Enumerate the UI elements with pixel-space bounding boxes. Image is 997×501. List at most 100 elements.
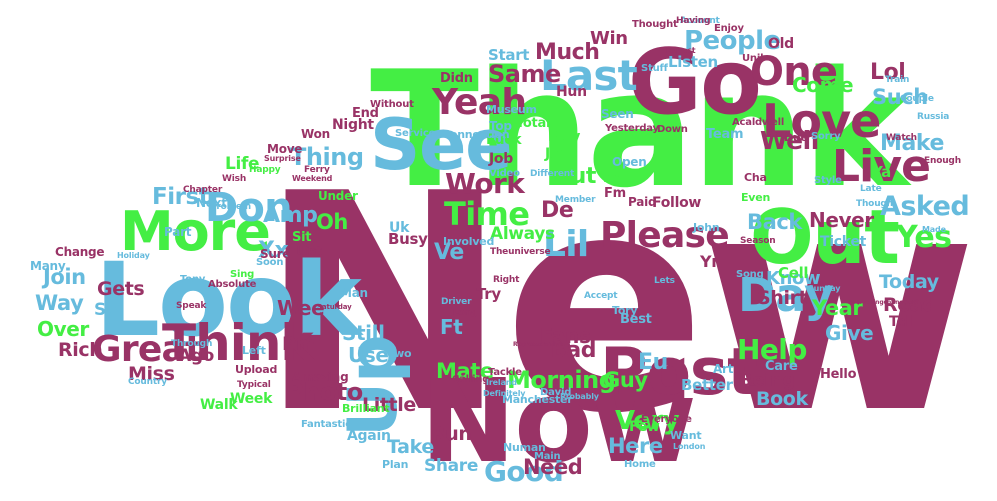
word-bad: Bad [550,338,597,363]
word-manchester: Manchester [502,393,573,406]
word-very: Very [615,406,680,436]
word-asked: Asked [880,191,970,222]
word-run: Run [431,423,472,445]
word-country: Country [128,377,167,387]
word-expect: Expect [666,46,696,55]
word-use: Use [348,343,389,367]
word-work: Work [445,167,525,200]
word-sorry: Sorry [811,131,841,142]
word-open: Open [612,155,647,169]
word-though: Though [856,199,893,209]
word-yes: Yes [896,220,952,255]
word-gets: Gets [97,278,145,300]
word-ferry: Ferry [304,165,330,175]
word-song: Song [736,269,764,280]
word-long: Long [453,308,478,318]
word-thank: Thank [370,36,909,223]
word-holiday: Holiday [117,251,150,260]
word-lets: Lets [654,276,675,286]
word-last: Last [540,51,638,100]
word-hello: Hello [820,367,857,382]
word-post: Post [600,335,758,410]
word-miss: Miss [128,363,175,385]
word-numan: Numan [503,441,546,454]
word-season: Season [740,236,776,246]
word-theuniverse: Theuniverse [490,247,551,257]
word-year: Year [812,296,863,320]
word-david: David [540,387,572,398]
word-now: Now [420,355,697,489]
word-won: Won [301,127,330,141]
word-eu: Eu [638,350,668,375]
word-life: Life [225,154,260,174]
word-involved: Involved [443,235,495,248]
word-brilliant: Brilliant [342,402,390,415]
word-ago: Ago [178,346,214,366]
word-without: Without [370,99,414,110]
word-come: Come [792,73,854,97]
word-through: Through [171,339,213,349]
word-week: Week [230,391,273,407]
word-made: Made [922,225,946,234]
word-try: Try [476,285,501,303]
word-back: Back [747,210,802,234]
word-new: New [258,130,978,479]
word-again: Again [347,428,391,444]
word-couple: Couple [900,94,934,104]
word-make: Make [880,131,944,156]
word-two: Two [388,347,412,360]
word-don: Don [205,185,293,231]
word-weekend: Weekend [292,174,333,183]
word-ireland: Ireland [486,378,517,387]
word-thought: Thought [632,19,678,30]
word-accept: Accept [584,291,618,301]
word-cha: Cha [744,171,767,184]
word-lil: Lil [543,224,589,265]
word-listen: Listen [668,53,718,71]
word-video: Video [489,168,520,179]
word-first: First [152,184,210,210]
word-fantastic: Fantastic [301,419,351,430]
word-amazing: Amazing [292,370,349,384]
word-see: See [370,104,513,186]
word-upload: Upload [235,363,278,376]
word-want: Want [670,429,702,442]
word-account: Account [680,16,720,26]
word-connection: Connection [442,128,510,141]
word-morning: Morning [507,366,616,394]
word-sunday: Sunday [808,284,841,293]
word-go: Go [628,30,762,135]
word-still: Still [342,321,385,345]
word-well: Well [760,126,819,155]
word-better: Better [681,376,733,394]
word-love: Love [762,94,881,148]
word-representative: Representative [513,341,564,348]
word-look: Look [95,241,362,360]
word-absolute: Absolute [208,279,257,290]
word-left: Left [242,344,266,357]
word-many: Many [30,259,66,273]
word-lol: Lol [870,60,906,85]
word-xx: Xx [258,238,289,263]
word-mate: Mate [436,359,494,383]
word-today: Today [879,271,939,293]
word-tell: Tell [889,314,915,330]
word-sure: Sure [260,247,291,261]
word-over: Over [37,317,89,341]
word-typical: Typical [237,380,271,390]
word-yeah: Yeah [432,82,527,123]
word-stuff: Stuff [641,63,668,74]
word-hun: Hun [556,84,587,100]
word-sing: Sing [230,269,255,280]
word-happy: Happy [249,165,281,175]
word-little: Little [362,394,416,416]
word-everyone: Everyone [641,414,692,425]
word-give: Give [825,321,874,345]
word-ya: Ya [872,163,892,181]
word-enough: Enough [924,156,961,166]
word-good: Good [484,455,564,488]
word-help: Help [737,333,807,366]
word-uist: Uist [296,244,322,258]
word-best: Best [620,312,652,327]
word-calling: Calling [452,374,490,385]
